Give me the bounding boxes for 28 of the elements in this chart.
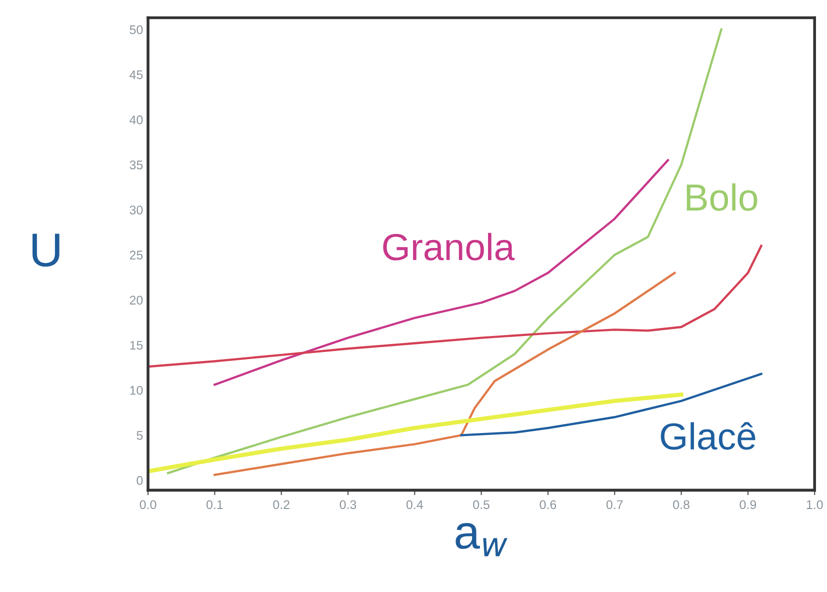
x-tick-label: 0.4 (406, 500, 423, 510)
y-tick-label: 50 (130, 25, 143, 34)
y-tick-label: 0 (136, 476, 143, 485)
x-tick-label: 0.7 (606, 500, 623, 510)
x-tick-label: 0.3 (340, 500, 356, 510)
y-tick-label: 45 (130, 70, 143, 80)
y-tick-label: 40 (130, 115, 143, 124)
x-tick-label: 0.8 (673, 500, 690, 510)
x-tick-label: 1.0 (806, 500, 823, 510)
line-series (214, 159, 670, 386)
y-tick-label: 5 (136, 431, 143, 440)
y-tick-label: 35 (130, 160, 143, 170)
series-label: Glacê (660, 422, 756, 450)
x-tick-label: 0.1 (206, 500, 223, 510)
y-tick-label: 30 (130, 206, 143, 214)
x-axis-title: a$_{w}$ (456, 523, 508, 556)
x-tick-label: 0.2 (273, 500, 290, 510)
x-tick-label: 0.9 (740, 500, 756, 510)
series-label: Granola (383, 232, 515, 260)
y-tick-label: 20 (130, 296, 143, 305)
y-tick-label: 15 (130, 340, 143, 350)
x-tick-label: 0.6 (540, 500, 556, 510)
y-tick-label: 10 (130, 386, 143, 395)
y-axis-title: U (32, 234, 60, 267)
x-tick-label: 0.5 (473, 500, 490, 510)
series-label: Bolo (686, 183, 758, 211)
y-tick-label: 25 (130, 250, 143, 260)
x-tick-label: 0.0 (140, 500, 156, 510)
